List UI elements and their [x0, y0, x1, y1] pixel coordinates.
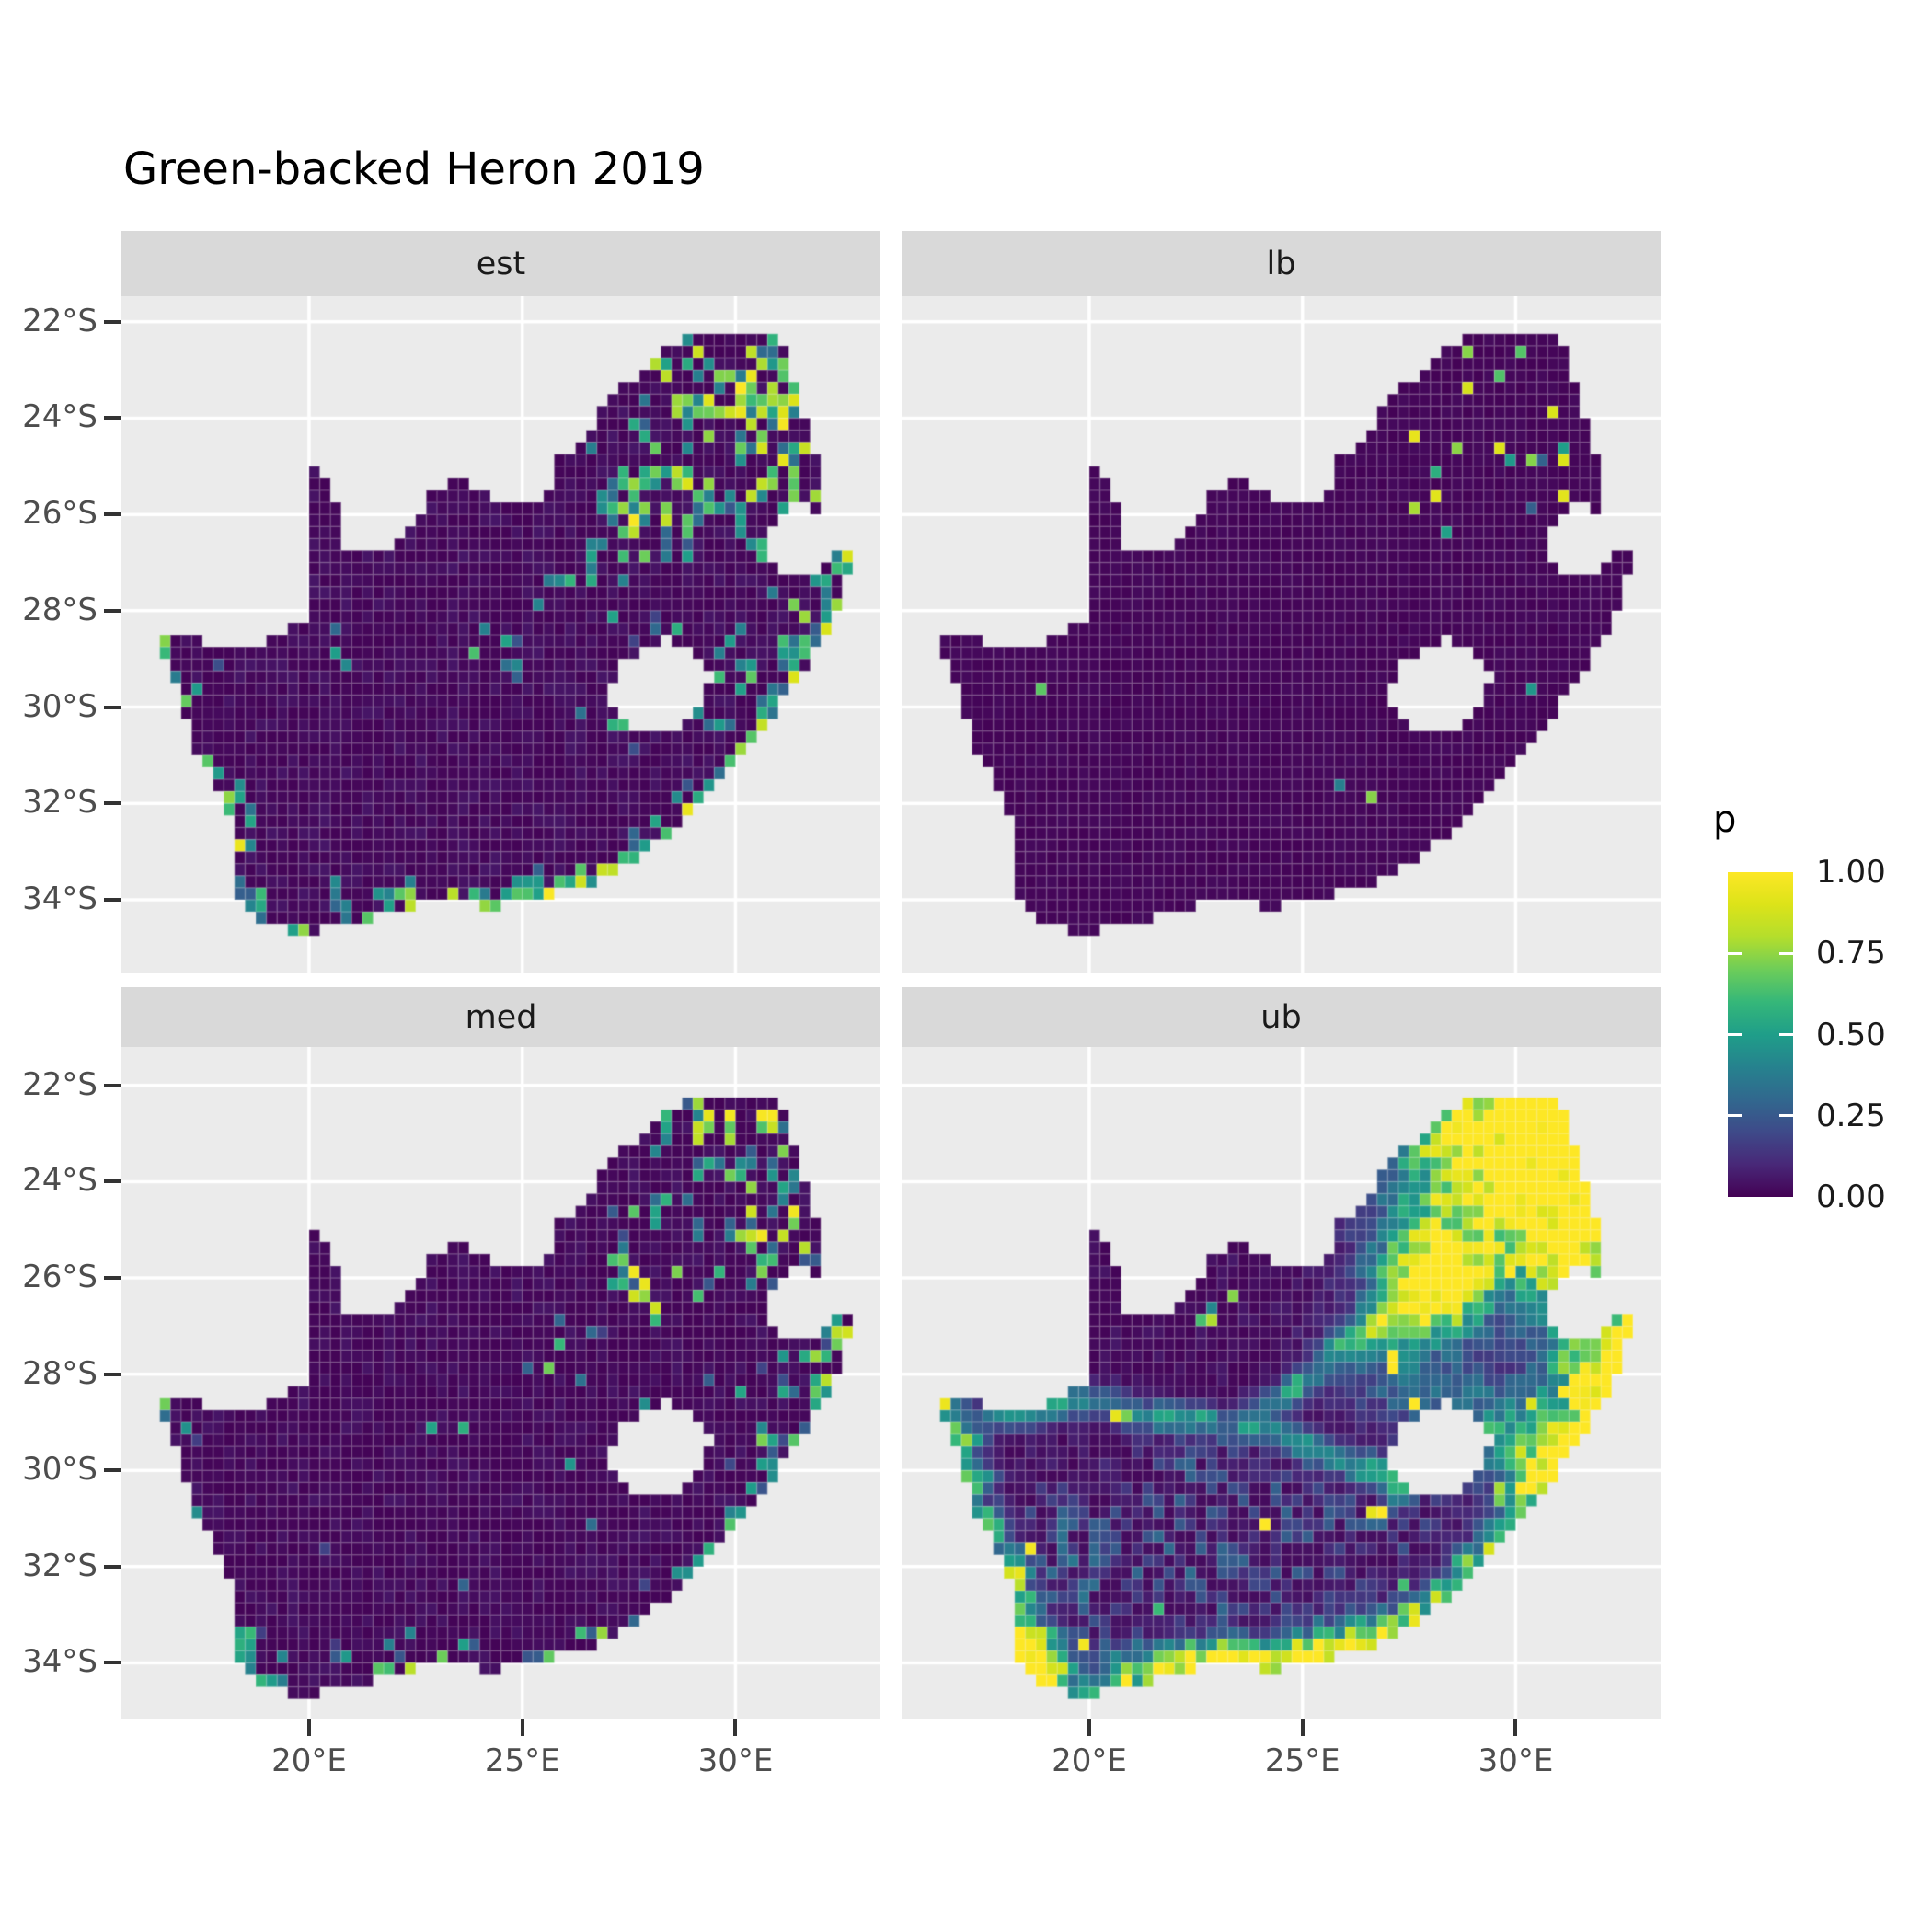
legend-tick-label: 0.00: [1816, 1179, 1886, 1215]
legend-tick-label: 1.00: [1816, 854, 1886, 891]
legend-tick-label: 0.75: [1816, 935, 1886, 972]
x-tick-label: 25°E: [484, 1742, 560, 1779]
y-tick-label: 26°S: [22, 1259, 98, 1296]
y-tick-label: 30°S: [22, 1451, 98, 1489]
facet-strip-lb: lb: [902, 231, 1661, 296]
facet-strip-est: est: [121, 231, 880, 296]
legend-title: p: [1713, 799, 1737, 841]
facet-strip-label: lb: [1266, 245, 1296, 282]
x-tick-label: 30°E: [697, 1742, 774, 1779]
x-tick-mark: [1513, 1719, 1518, 1736]
x-tick-label: 25°E: [1264, 1742, 1340, 1779]
y-tick-label: 24°S: [22, 398, 98, 436]
y-tick-label: 26°S: [22, 495, 98, 533]
legend-tick-label: 0.25: [1816, 1097, 1886, 1134]
y-tick-label: 22°S: [22, 1066, 98, 1104]
facet-strip-label: med: [465, 998, 537, 1036]
y-tick-label: 28°S: [22, 1354, 98, 1392]
y-tick-label: 34°S: [22, 880, 98, 918]
y-tick-mark: [104, 1179, 121, 1184]
x-tick-mark: [733, 1719, 738, 1736]
legend-tick-mark: [1779, 951, 1793, 955]
y-tick-mark: [104, 897, 121, 902]
legend-tick-mark: [1728, 1114, 1742, 1118]
facet-strip-ub: ub: [902, 987, 1661, 1047]
facet-map-lb: [902, 296, 1661, 973]
legend-tick-mark: [1779, 1033, 1793, 1036]
y-tick-label: 24°S: [22, 1162, 98, 1200]
y-tick-mark: [104, 608, 121, 613]
y-tick-mark: [104, 512, 121, 517]
legend-tick-label: 0.50: [1816, 1016, 1886, 1053]
y-tick-mark: [104, 801, 121, 806]
facet-map-ub: [902, 1047, 1661, 1719]
x-tick-label: 30°E: [1478, 1742, 1554, 1779]
facet-strip-label: est: [476, 245, 526, 282]
y-tick-label: 28°S: [22, 592, 98, 629]
facet-map-med: [121, 1047, 880, 1719]
facet-map-est: [121, 296, 880, 973]
y-tick-label: 34°S: [22, 1643, 98, 1681]
legend-tick-mark: [1728, 951, 1742, 955]
y-tick-label: 30°S: [22, 687, 98, 725]
y-tick-mark: [104, 416, 121, 420]
facet-strip-label: ub: [1260, 998, 1302, 1036]
y-tick-mark: [104, 1276, 121, 1281]
y-tick-mark: [104, 1372, 121, 1376]
y-tick-label: 32°S: [22, 1547, 98, 1585]
y-tick-mark: [104, 1661, 121, 1665]
x-tick-mark: [1300, 1719, 1305, 1736]
y-tick-label: 32°S: [22, 784, 98, 822]
x-tick-label: 20°E: [271, 1742, 347, 1779]
y-tick-mark: [104, 705, 121, 709]
y-tick-mark: [104, 1468, 121, 1473]
x-tick-mark: [306, 1719, 311, 1736]
legend-tick-mark: [1779, 1114, 1793, 1118]
x-tick-label: 20°E: [1052, 1742, 1127, 1779]
facet-strip-med: med: [121, 987, 880, 1047]
x-tick-mark: [1087, 1719, 1091, 1736]
x-tick-mark: [520, 1719, 524, 1736]
y-tick-mark: [104, 319, 121, 324]
y-tick-mark: [104, 1564, 121, 1569]
legend-tick-mark: [1728, 1033, 1742, 1036]
plot-title: Green-backed Heron 2019: [123, 144, 705, 195]
y-tick-mark: [104, 1083, 121, 1087]
y-tick-label: 22°S: [22, 302, 98, 339]
